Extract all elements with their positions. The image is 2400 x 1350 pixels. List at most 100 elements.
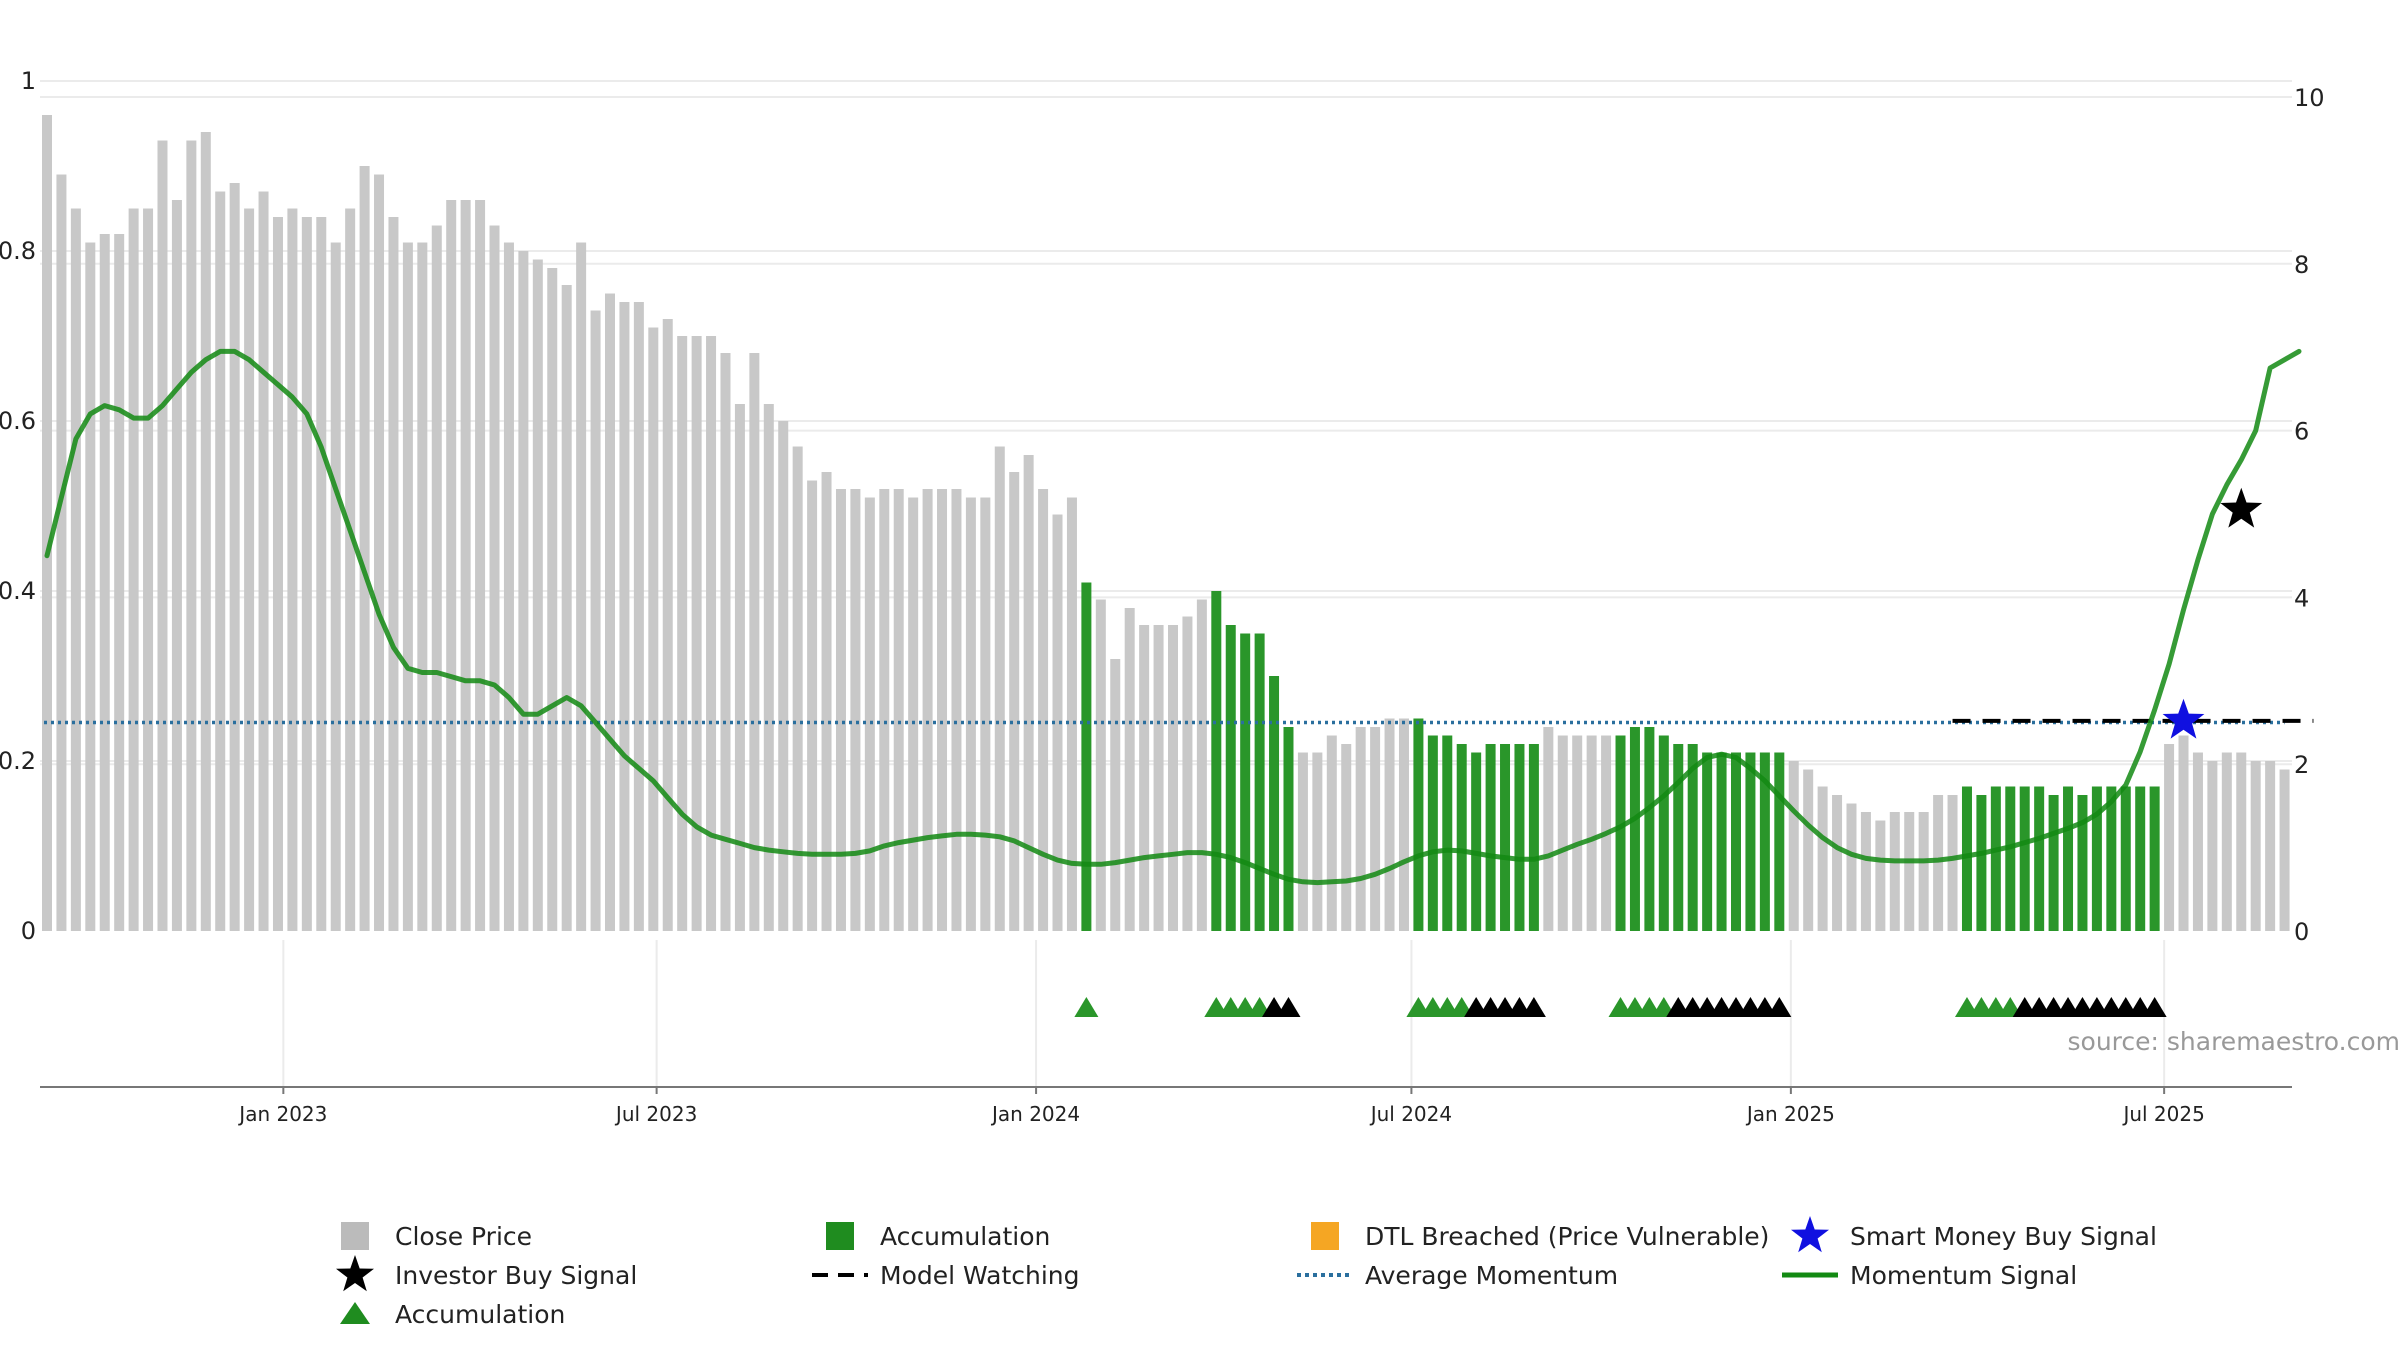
accumulation-bar xyxy=(1225,625,1236,931)
close-price-bar xyxy=(1860,812,1871,931)
close-price-bar xyxy=(475,200,486,931)
close-price-bar xyxy=(301,217,312,931)
accumulation-triangle-black xyxy=(1276,997,1301,1017)
legend-swatch-square xyxy=(1311,1222,1339,1250)
close-price-bar xyxy=(446,200,457,931)
legend-label: Close Price xyxy=(395,1222,532,1251)
close-price-bar xyxy=(244,208,255,931)
close-price-bar xyxy=(749,353,760,931)
close-price-bar xyxy=(42,115,52,931)
x-tick-label: Jan 2025 xyxy=(1745,1102,1835,1126)
accumulation-bar xyxy=(1413,718,1424,931)
close-price-bar xyxy=(287,208,298,931)
accumulation-triangle-black xyxy=(1521,997,1546,1017)
close-price-bar xyxy=(662,319,673,931)
close-price-bar xyxy=(1341,744,1352,931)
close-price-bar xyxy=(691,336,702,931)
close-price-bar xyxy=(1168,625,1178,931)
accumulation-bar xyxy=(1687,744,1698,931)
close-price-bar xyxy=(330,242,341,931)
accumulation-bar xyxy=(1961,786,1972,931)
close-price-bar xyxy=(619,302,630,931)
accumulation-bar xyxy=(1485,744,1496,931)
close-price-bar xyxy=(1153,625,1164,931)
accumulation-bar xyxy=(1976,795,1987,931)
close-price-bar xyxy=(1557,735,1568,931)
right-tick-label: 6 xyxy=(2294,418,2309,446)
close-price-bar xyxy=(792,446,803,931)
close-price-bar xyxy=(114,234,125,931)
close-price-bar xyxy=(864,497,875,931)
close-price-bar xyxy=(316,217,327,931)
close-price-bar xyxy=(1398,718,1409,931)
accumulation-triangle-black xyxy=(2142,997,2167,1017)
close-price-bar xyxy=(576,242,587,931)
close-price-bar xyxy=(561,285,572,931)
close-price-bar xyxy=(1904,812,1915,931)
accumulation-bar xyxy=(1456,744,1467,931)
close-price-bar xyxy=(1788,761,1799,931)
close-price-bar xyxy=(1947,795,1958,931)
legend-swatch-triangle xyxy=(340,1302,370,1324)
close-price-bar xyxy=(518,251,529,931)
close-price-bar xyxy=(431,225,442,931)
accumulation-bar xyxy=(1514,744,1525,931)
close-price-bar xyxy=(70,208,81,931)
close-price-bar xyxy=(258,191,269,931)
left-tick-label: 0.4 xyxy=(0,577,36,605)
accumulation-bar xyxy=(1629,727,1640,931)
close-price-bar xyxy=(2250,761,2261,931)
accumulation-bar xyxy=(2077,795,2088,931)
close-price-bar xyxy=(720,353,731,931)
close-price-bar xyxy=(1196,599,1207,931)
accumulation-bar xyxy=(1658,735,1669,931)
legend-label: Investor Buy Signal xyxy=(395,1261,637,1290)
x-tick-label: Jul 2023 xyxy=(614,1102,697,1126)
accumulation-bar xyxy=(1269,676,1280,931)
close-price-bar xyxy=(1110,659,1121,931)
close-price-bar xyxy=(2265,761,2276,931)
close-price-bar xyxy=(1586,735,1597,931)
lines-layer xyxy=(44,348,2314,886)
close-price-bar xyxy=(893,489,904,931)
close-price-bar xyxy=(1846,803,1857,931)
close-price-bar xyxy=(1009,472,1020,931)
close-price-bar xyxy=(2178,735,2189,931)
close-price-bar xyxy=(388,217,399,931)
close-price-bar xyxy=(937,489,948,931)
close-price-bar xyxy=(1023,455,1034,931)
accumulation-bar xyxy=(1716,752,1727,931)
close-price-bar xyxy=(590,310,601,931)
close-price-bar xyxy=(1139,625,1150,931)
accumulation-bar xyxy=(2106,786,2117,931)
close-price-bar xyxy=(850,489,861,931)
close-price-bar xyxy=(128,208,139,931)
close-price-bar xyxy=(215,191,226,931)
close-price-bar xyxy=(503,242,514,931)
close-price-bar xyxy=(1889,812,1900,931)
legend-swatch-star xyxy=(1791,1216,1829,1253)
close-price-bar xyxy=(272,217,283,931)
smart-money-buy-signal-star xyxy=(2162,698,2205,739)
close-price-bar xyxy=(1803,769,1814,931)
legend-label: Model Watching xyxy=(880,1261,1080,1290)
legend: Close Price Accumulation DTL Breached (Pri… xyxy=(336,1216,2157,1329)
close-price-bar xyxy=(1384,718,1395,931)
accumulation-bar xyxy=(1254,633,1265,931)
legend-label: Accumulation xyxy=(395,1300,565,1329)
close-price-bar xyxy=(1182,616,1193,931)
accumulation-bar xyxy=(1240,633,1251,931)
close-price-bar xyxy=(2236,752,2247,931)
grid-layer xyxy=(40,80,2292,1087)
accumulation-bar xyxy=(1528,744,1539,931)
close-price-bar xyxy=(1124,608,1135,931)
accumulation-bar xyxy=(1731,752,1741,931)
accumulation-bar xyxy=(2063,786,2074,931)
left-tick-label: 0.8 xyxy=(0,237,36,265)
left-tick-label: 0.6 xyxy=(0,407,36,435)
accumulation-bar xyxy=(1644,727,1655,931)
accumulation-bar xyxy=(1673,744,1684,931)
accumulation-bar xyxy=(1471,752,1482,931)
close-price-bar xyxy=(1326,735,1337,931)
